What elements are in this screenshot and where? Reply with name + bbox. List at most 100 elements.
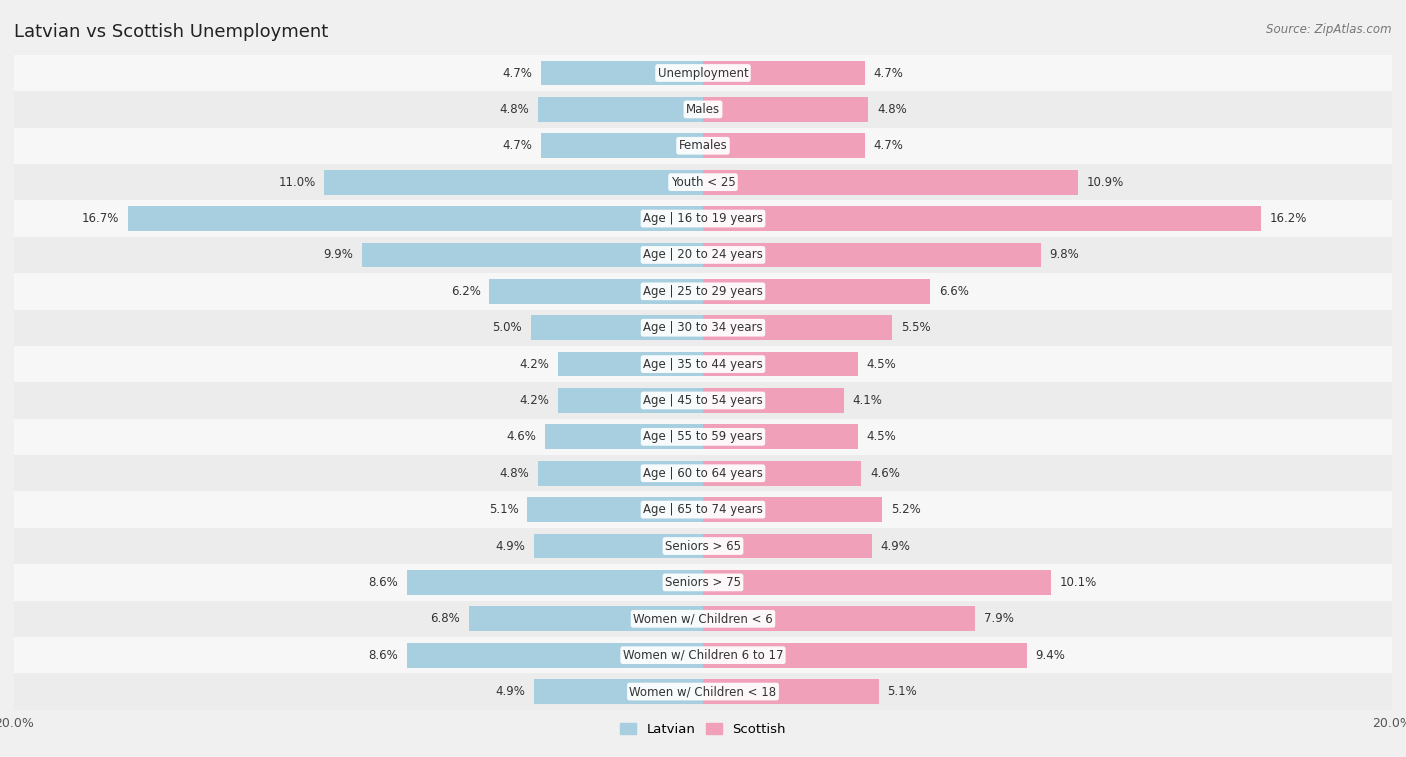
- Bar: [534, 534, 703, 559]
- Bar: [14, 55, 1392, 91]
- Text: 11.0%: 11.0%: [278, 176, 315, 188]
- Text: 9.9%: 9.9%: [323, 248, 353, 261]
- Bar: [14, 164, 1392, 201]
- Bar: [14, 382, 1392, 419]
- Bar: [703, 606, 976, 631]
- Bar: [323, 170, 703, 195]
- Text: Females: Females: [679, 139, 727, 152]
- Bar: [468, 606, 703, 631]
- Bar: [14, 237, 1392, 273]
- Legend: Latvian, Scottish: Latvian, Scottish: [614, 718, 792, 741]
- Text: Source: ZipAtlas.com: Source: ZipAtlas.com: [1267, 23, 1392, 36]
- Text: 10.9%: 10.9%: [1087, 176, 1125, 188]
- Bar: [703, 97, 869, 122]
- Bar: [531, 316, 703, 340]
- Bar: [703, 61, 865, 86]
- Text: 4.8%: 4.8%: [499, 467, 529, 480]
- Text: 4.7%: 4.7%: [873, 67, 904, 79]
- Text: 4.9%: 4.9%: [496, 540, 526, 553]
- Bar: [703, 461, 862, 486]
- Text: 5.1%: 5.1%: [489, 503, 519, 516]
- Text: 4.5%: 4.5%: [866, 357, 897, 371]
- Bar: [527, 497, 703, 522]
- Bar: [14, 201, 1392, 237]
- Text: 5.5%: 5.5%: [901, 321, 931, 334]
- Text: Women w/ Children < 6: Women w/ Children < 6: [633, 612, 773, 625]
- Text: Age | 25 to 29 years: Age | 25 to 29 years: [643, 285, 763, 298]
- Text: 8.6%: 8.6%: [368, 649, 398, 662]
- Text: 10.1%: 10.1%: [1060, 576, 1097, 589]
- Bar: [14, 346, 1392, 382]
- Bar: [14, 674, 1392, 710]
- Bar: [703, 242, 1040, 267]
- Bar: [14, 419, 1392, 455]
- Bar: [14, 528, 1392, 564]
- Text: Women w/ Children 6 to 17: Women w/ Children 6 to 17: [623, 649, 783, 662]
- Text: 4.8%: 4.8%: [877, 103, 907, 116]
- Bar: [544, 425, 703, 449]
- Text: Age | 65 to 74 years: Age | 65 to 74 years: [643, 503, 763, 516]
- Text: 4.7%: 4.7%: [873, 139, 904, 152]
- Text: Seniors > 65: Seniors > 65: [665, 540, 741, 553]
- Text: 9.8%: 9.8%: [1049, 248, 1078, 261]
- Text: 4.5%: 4.5%: [866, 431, 897, 444]
- Text: 4.1%: 4.1%: [853, 394, 883, 407]
- Text: Males: Males: [686, 103, 720, 116]
- Bar: [703, 497, 882, 522]
- Text: Age | 55 to 59 years: Age | 55 to 59 years: [643, 431, 763, 444]
- Text: Women w/ Children < 18: Women w/ Children < 18: [630, 685, 776, 698]
- Bar: [14, 600, 1392, 637]
- Bar: [534, 679, 703, 704]
- Text: Age | 16 to 19 years: Age | 16 to 19 years: [643, 212, 763, 225]
- Text: 5.0%: 5.0%: [492, 321, 522, 334]
- Bar: [406, 643, 703, 668]
- Bar: [537, 461, 703, 486]
- Bar: [703, 206, 1261, 231]
- Bar: [703, 388, 844, 413]
- Text: 7.9%: 7.9%: [984, 612, 1014, 625]
- Text: 6.6%: 6.6%: [939, 285, 969, 298]
- Bar: [406, 570, 703, 595]
- Bar: [703, 534, 872, 559]
- Text: Age | 30 to 34 years: Age | 30 to 34 years: [643, 321, 763, 334]
- Bar: [361, 242, 703, 267]
- Bar: [703, 679, 879, 704]
- Bar: [14, 455, 1392, 491]
- Text: 16.2%: 16.2%: [1270, 212, 1308, 225]
- Text: 5.2%: 5.2%: [891, 503, 921, 516]
- Text: 9.4%: 9.4%: [1035, 649, 1066, 662]
- Bar: [703, 643, 1026, 668]
- Bar: [128, 206, 703, 231]
- Bar: [14, 310, 1392, 346]
- Text: 6.2%: 6.2%: [451, 285, 481, 298]
- Bar: [14, 564, 1392, 600]
- Bar: [14, 128, 1392, 164]
- Text: 4.2%: 4.2%: [520, 357, 550, 371]
- Bar: [541, 133, 703, 158]
- Bar: [558, 388, 703, 413]
- Bar: [703, 425, 858, 449]
- Text: 6.8%: 6.8%: [430, 612, 460, 625]
- Text: Youth < 25: Youth < 25: [671, 176, 735, 188]
- Text: 4.6%: 4.6%: [870, 467, 900, 480]
- Bar: [558, 352, 703, 376]
- Bar: [14, 637, 1392, 674]
- Bar: [703, 352, 858, 376]
- Text: 4.7%: 4.7%: [502, 139, 533, 152]
- Bar: [489, 279, 703, 304]
- Text: 4.2%: 4.2%: [520, 394, 550, 407]
- Bar: [541, 61, 703, 86]
- Text: 5.1%: 5.1%: [887, 685, 917, 698]
- Text: 4.7%: 4.7%: [502, 67, 533, 79]
- Text: Seniors > 75: Seniors > 75: [665, 576, 741, 589]
- Text: 16.7%: 16.7%: [82, 212, 120, 225]
- Bar: [537, 97, 703, 122]
- Text: 4.9%: 4.9%: [496, 685, 526, 698]
- Bar: [703, 570, 1050, 595]
- Bar: [703, 170, 1078, 195]
- Text: 4.8%: 4.8%: [499, 103, 529, 116]
- Bar: [703, 316, 893, 340]
- Text: Age | 60 to 64 years: Age | 60 to 64 years: [643, 467, 763, 480]
- Bar: [14, 273, 1392, 310]
- Text: Age | 45 to 54 years: Age | 45 to 54 years: [643, 394, 763, 407]
